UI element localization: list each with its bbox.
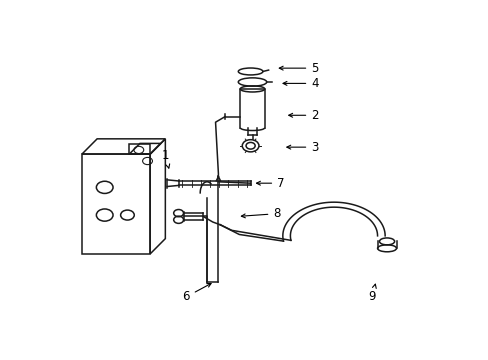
Text: 2: 2 (288, 109, 318, 122)
Text: 4: 4 (283, 77, 318, 90)
Text: 5: 5 (279, 62, 318, 75)
Text: 6: 6 (182, 283, 211, 303)
Text: 7: 7 (256, 177, 284, 190)
Text: 3: 3 (286, 141, 318, 154)
Text: 8: 8 (241, 207, 280, 220)
Text: 9: 9 (367, 284, 375, 303)
Text: 1: 1 (162, 149, 169, 168)
